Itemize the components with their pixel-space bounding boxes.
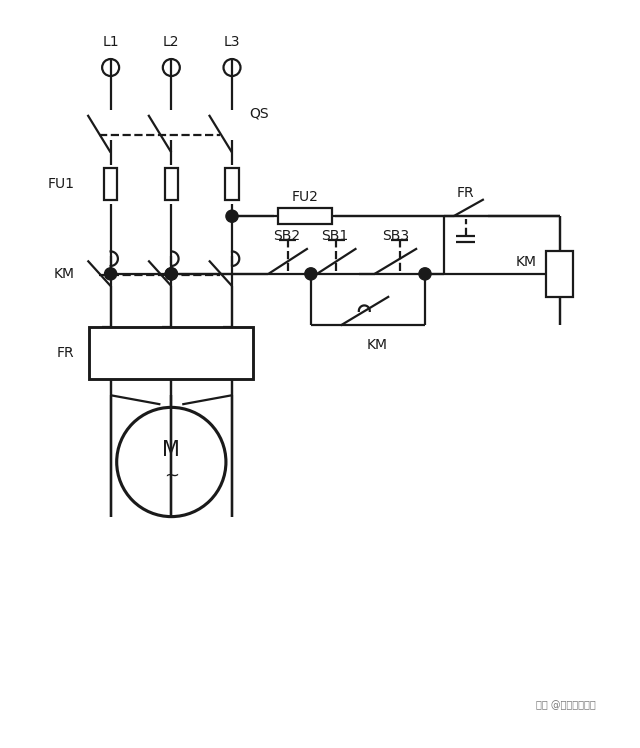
Text: ~: ~ — [164, 466, 179, 485]
Text: 头条 @技成电工课堂: 头条 @技成电工课堂 — [536, 699, 596, 710]
Circle shape — [104, 268, 116, 280]
Text: QS: QS — [249, 106, 269, 120]
Text: KM: KM — [53, 267, 74, 280]
Bar — [164, 168, 178, 200]
Circle shape — [165, 268, 177, 280]
Text: M: M — [163, 440, 180, 460]
Circle shape — [419, 268, 431, 280]
Text: L1: L1 — [102, 35, 119, 49]
Text: FR: FR — [457, 186, 474, 200]
Text: FR: FR — [56, 346, 74, 360]
Circle shape — [165, 268, 177, 280]
Text: SB1: SB1 — [321, 229, 349, 243]
Text: L2: L2 — [163, 35, 180, 49]
Bar — [278, 209, 332, 224]
Text: SB2: SB2 — [273, 229, 300, 243]
Text: KM: KM — [516, 255, 537, 269]
Circle shape — [305, 268, 317, 280]
Bar — [90, 327, 253, 378]
Bar — [546, 251, 573, 297]
Text: KM: KM — [367, 338, 388, 352]
Text: L3: L3 — [224, 35, 240, 49]
Bar — [104, 168, 117, 200]
Circle shape — [226, 210, 238, 222]
Text: FU1: FU1 — [47, 177, 74, 191]
Text: FU2: FU2 — [291, 190, 318, 203]
Bar — [225, 168, 239, 200]
Text: SB3: SB3 — [382, 229, 410, 243]
